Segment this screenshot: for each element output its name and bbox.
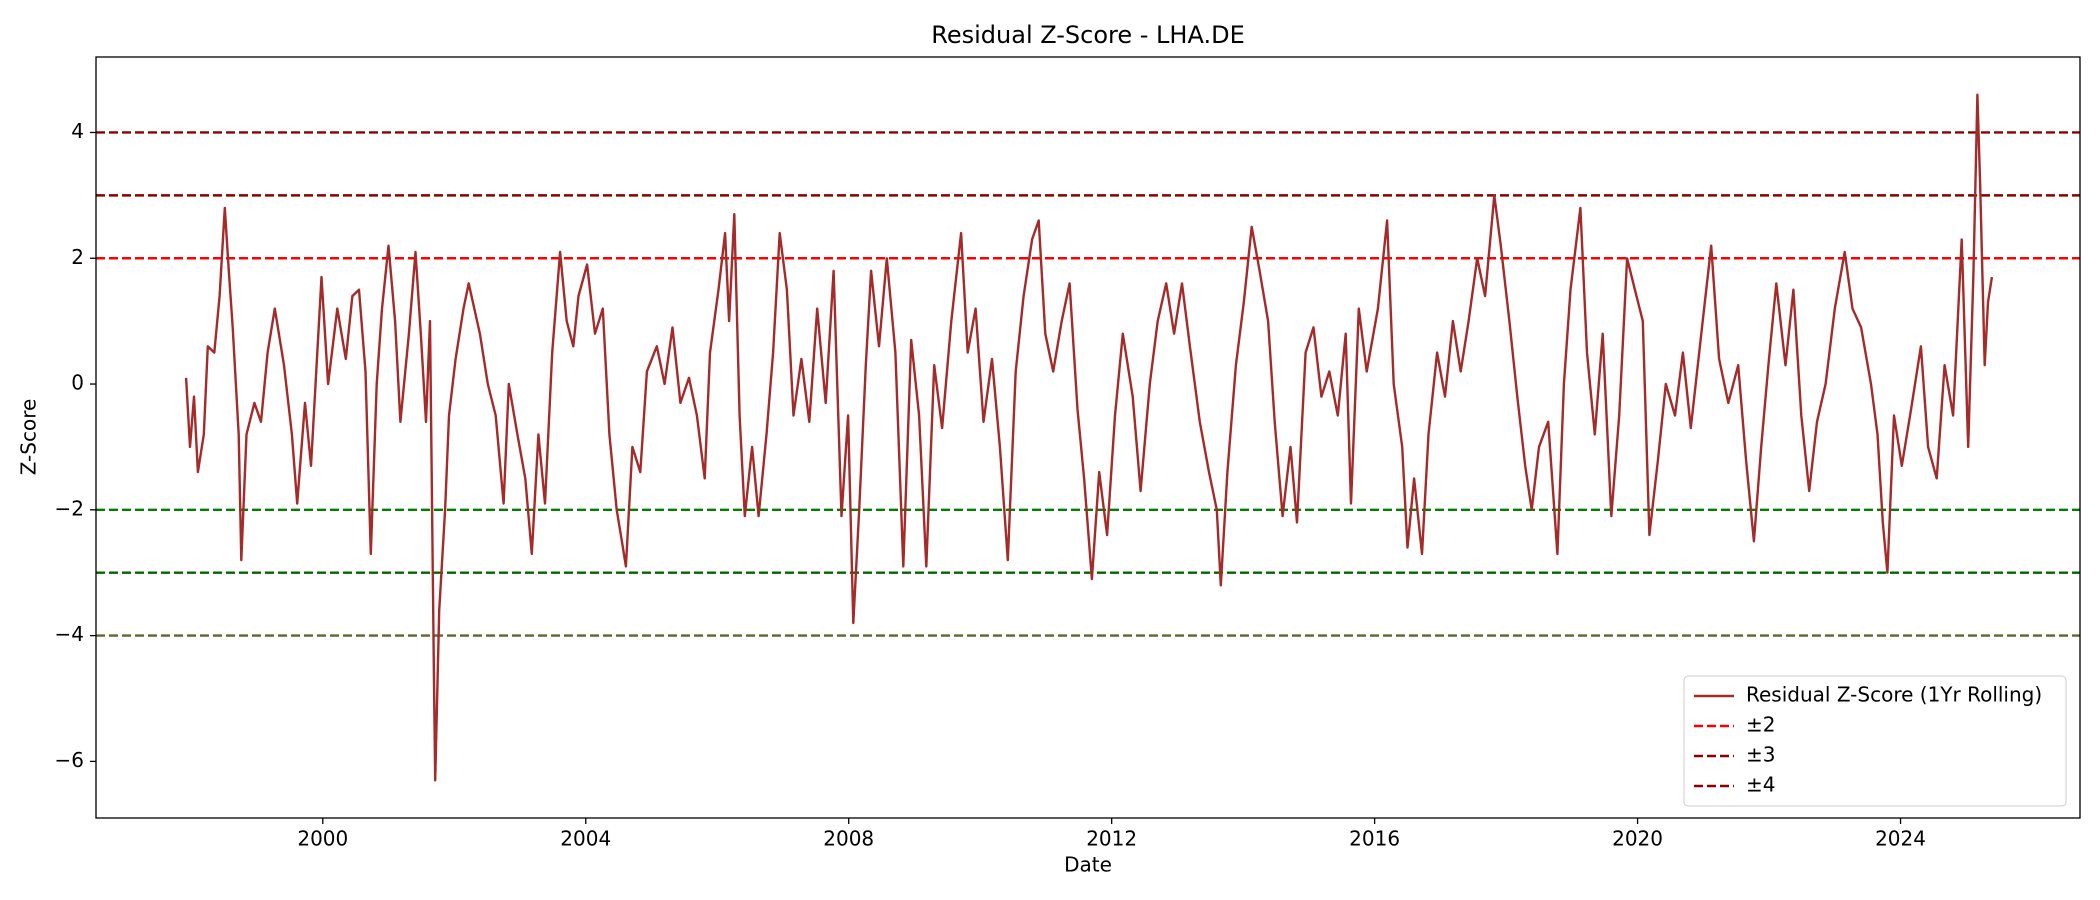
y-tick-label: −6	[55, 748, 84, 772]
y-tick-label: −2	[55, 496, 84, 520]
legend-label: Residual Z-Score (1Yr Rolling)	[1746, 683, 2042, 707]
legend: Residual Z-Score (1Yr Rolling) ±2 ±3 ±4	[1683, 675, 2067, 807]
y-tick-label: 0	[71, 371, 84, 395]
x-tick-label: 2008	[823, 827, 874, 851]
chart-title: Residual Z-Score - LHA.DE	[931, 21, 1245, 49]
y-tick-label: 2	[71, 245, 84, 269]
legend-label: ±2	[1746, 713, 1775, 737]
legend-label: ±3	[1746, 743, 1775, 767]
legend-box	[1683, 675, 2067, 807]
x-tick-label: 2024	[1875, 827, 1926, 851]
legend-label: ±4	[1746, 773, 1775, 797]
y-axis-label: Z-Score	[17, 399, 41, 476]
x-tick-label: 2012	[1086, 827, 1137, 851]
plot-frame	[95, 56, 2081, 819]
x-tick-label: 2000	[297, 827, 348, 851]
x-tick-label: 2020	[1612, 827, 1663, 851]
x-tick-label: 2004	[560, 827, 611, 851]
y-tick-label: −4	[55, 622, 84, 646]
x-axis-label: Date	[1064, 853, 1112, 877]
data-line	[184, 93, 1994, 782]
y-tick-label: 4	[71, 119, 84, 143]
x-tick-label: 2016	[1349, 827, 1400, 851]
